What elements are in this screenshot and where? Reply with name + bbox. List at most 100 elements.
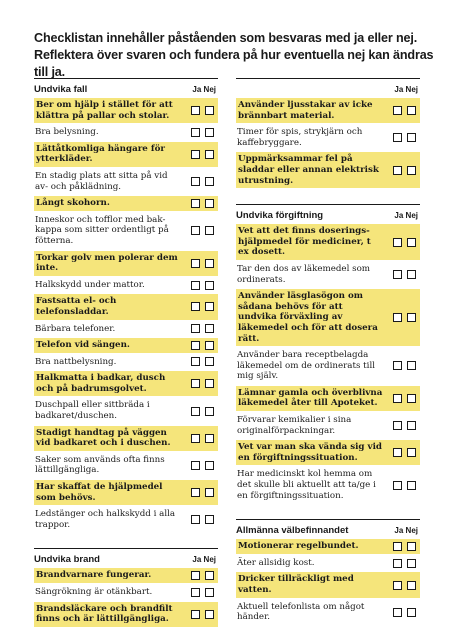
nej-checkbox[interactable] bbox=[407, 448, 416, 458]
nej-checkbox[interactable] bbox=[205, 177, 214, 187]
ja-checkbox[interactable] bbox=[191, 340, 200, 350]
nej-checkbox[interactable] bbox=[205, 149, 214, 159]
nej-checkbox[interactable] bbox=[205, 340, 214, 350]
ja-checkbox[interactable] bbox=[191, 515, 200, 525]
nej-checkbox[interactable] bbox=[205, 515, 214, 525]
nej-checkbox[interactable] bbox=[407, 237, 416, 247]
nej-checkbox[interactable] bbox=[205, 106, 214, 116]
ja-checkbox[interactable] bbox=[191, 379, 200, 389]
nej-checkbox[interactable] bbox=[205, 488, 214, 498]
item-text: Motionerar regelbundet. bbox=[238, 541, 359, 552]
item-text: Torkar golv men polerar dem inte. bbox=[36, 252, 178, 274]
nej-checkbox[interactable] bbox=[407, 542, 416, 552]
answer-boxes bbox=[393, 313, 420, 323]
checklist-item: Lättåtkomliga hängare för ytterkläder. bbox=[34, 141, 218, 167]
ja-checkbox[interactable] bbox=[191, 406, 200, 416]
ja-checkbox[interactable] bbox=[191, 609, 200, 619]
ja-checkbox[interactable] bbox=[191, 127, 200, 137]
ja-checkbox[interactable] bbox=[393, 558, 402, 568]
nej-checkbox[interactable] bbox=[407, 393, 416, 403]
nej-checkbox[interactable] bbox=[205, 226, 214, 236]
answer-boxes bbox=[393, 106, 420, 116]
checklist-item: Använder läsglasögon om sådana behövs fö… bbox=[236, 289, 420, 347]
section-header: Ja Nej bbox=[236, 81, 420, 98]
nej-checkbox[interactable] bbox=[407, 270, 416, 280]
ja-checkbox[interactable] bbox=[191, 324, 200, 334]
ja-nej-label: Ja Nej bbox=[394, 211, 418, 221]
item-text: Vet att det finns doserings-hjälpmedel f… bbox=[238, 226, 371, 258]
ja-checkbox[interactable] bbox=[393, 313, 402, 323]
item-text: Dricker tillräckligt med vatten. bbox=[238, 574, 354, 595]
answer-boxes bbox=[191, 357, 218, 367]
nej-checkbox[interactable] bbox=[205, 433, 214, 443]
nej-checkbox[interactable] bbox=[407, 558, 416, 568]
answer-boxes bbox=[393, 542, 420, 552]
item-text: Ledstänger och halkskydd i alla trappor. bbox=[35, 509, 176, 530]
answer-boxes bbox=[191, 587, 218, 597]
ja-checkbox[interactable] bbox=[393, 237, 402, 247]
checklist-item: Använder bara receptbelagda läkemedel om… bbox=[236, 348, 420, 384]
checklist-item: Inneskor och tofflor med bak-kappa som s… bbox=[34, 213, 218, 249]
checklist-item: Långt skohorn. bbox=[34, 196, 218, 211]
nej-checkbox[interactable] bbox=[205, 587, 214, 597]
nej-checkbox[interactable] bbox=[205, 324, 214, 334]
nej-checkbox[interactable] bbox=[205, 357, 214, 367]
ja-checkbox[interactable] bbox=[393, 542, 402, 552]
nej-checkbox[interactable] bbox=[407, 480, 416, 490]
ja-checkbox[interactable] bbox=[191, 258, 200, 268]
item-text: Lättåtkomliga hängare för ytterkläder. bbox=[36, 143, 165, 165]
answer-boxes bbox=[191, 106, 218, 116]
nej-checkbox[interactable] bbox=[407, 580, 416, 590]
ja-checkbox[interactable] bbox=[393, 393, 402, 403]
ja-checkbox[interactable] bbox=[393, 133, 402, 143]
ja-checkbox[interactable] bbox=[191, 587, 200, 597]
ja-checkbox[interactable] bbox=[191, 488, 200, 498]
ja-checkbox[interactable] bbox=[191, 280, 200, 290]
ja-checkbox[interactable] bbox=[191, 302, 200, 312]
nej-checkbox[interactable] bbox=[205, 406, 214, 416]
nej-checkbox[interactable] bbox=[205, 571, 214, 581]
nej-checkbox[interactable] bbox=[407, 313, 416, 323]
nej-checkbox[interactable] bbox=[205, 302, 214, 312]
ja-checkbox[interactable] bbox=[191, 226, 200, 236]
nej-checkbox[interactable] bbox=[205, 379, 214, 389]
ja-checkbox[interactable] bbox=[393, 270, 402, 280]
nej-checkbox[interactable] bbox=[407, 165, 416, 175]
ja-checkbox[interactable] bbox=[393, 448, 402, 458]
nej-checkbox[interactable] bbox=[205, 460, 214, 470]
nej-checkbox[interactable] bbox=[205, 258, 214, 268]
nej-checkbox[interactable] bbox=[407, 361, 416, 371]
ja-nej-label: Ja Nej bbox=[192, 555, 216, 565]
nej-checkbox[interactable] bbox=[407, 133, 416, 143]
section-title: Undvika fall bbox=[34, 84, 88, 95]
ja-checkbox[interactable] bbox=[393, 421, 402, 431]
checklist-item: Halkmatta i badkar, dusch och på badrums… bbox=[34, 371, 218, 397]
nej-checkbox[interactable] bbox=[205, 609, 214, 619]
nej-checkbox[interactable] bbox=[407, 607, 416, 617]
ja-checkbox[interactable] bbox=[191, 177, 200, 187]
item-text: Sängrökning är otänkbart. bbox=[35, 587, 153, 597]
ja-checkbox[interactable] bbox=[191, 106, 200, 116]
answer-boxes bbox=[393, 237, 420, 247]
ja-checkbox[interactable] bbox=[191, 571, 200, 581]
nej-checkbox[interactable] bbox=[205, 127, 214, 137]
ja-checkbox[interactable] bbox=[191, 198, 200, 208]
item-text: Brandvarnare fungerar. bbox=[36, 570, 152, 581]
ja-nej-label: Ja Nej bbox=[394, 526, 418, 536]
ja-checkbox[interactable] bbox=[393, 580, 402, 590]
ja-checkbox[interactable] bbox=[191, 460, 200, 470]
nej-checkbox[interactable] bbox=[407, 106, 416, 116]
ja-checkbox[interactable] bbox=[393, 165, 402, 175]
ja-checkbox[interactable] bbox=[393, 480, 402, 490]
ja-checkbox[interactable] bbox=[393, 106, 402, 116]
nej-checkbox[interactable] bbox=[407, 421, 416, 431]
nej-checkbox[interactable] bbox=[205, 198, 214, 208]
nej-checkbox[interactable] bbox=[205, 280, 214, 290]
ja-checkbox[interactable] bbox=[393, 607, 402, 617]
ja-checkbox[interactable] bbox=[191, 149, 200, 159]
ja-checkbox[interactable] bbox=[191, 357, 200, 367]
ja-checkbox[interactable] bbox=[393, 361, 402, 371]
ja-checkbox[interactable] bbox=[191, 433, 200, 443]
item-text: Har skaffat de hjälpmedel som behövs. bbox=[36, 482, 163, 503]
checklist-item: Uppmärksammar fel på sladdar eller annan… bbox=[236, 152, 420, 189]
